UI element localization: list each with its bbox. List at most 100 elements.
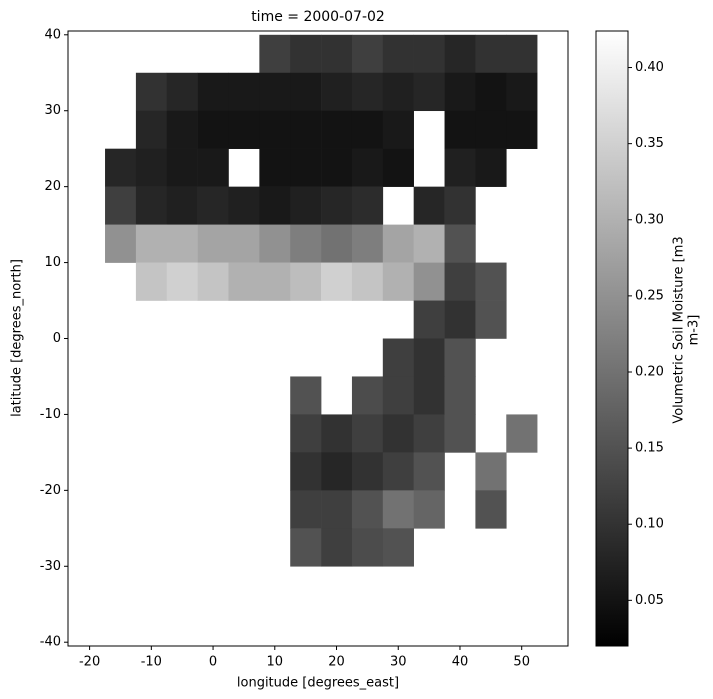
cell — [382, 452, 414, 491]
cell — [444, 376, 476, 415]
cell — [444, 262, 476, 301]
cell — [413, 452, 445, 491]
cell — [351, 414, 384, 453]
cell — [351, 528, 384, 567]
cell — [321, 34, 353, 74]
cell — [135, 148, 168, 187]
x-tick-label: -10 — [141, 655, 162, 670]
cell — [290, 224, 322, 263]
cell — [259, 72, 291, 112]
colorbar-label: Volumetric Soil Moisture [m3 — [672, 236, 687, 423]
cell — [321, 490, 353, 529]
cell — [413, 224, 445, 263]
cell — [135, 72, 168, 112]
cell — [259, 110, 291, 149]
cell — [321, 110, 353, 149]
cell — [197, 148, 229, 187]
cell — [351, 148, 384, 187]
y-tick-label: 0 — [53, 331, 61, 346]
cell — [105, 148, 137, 187]
cell — [321, 148, 353, 187]
cell — [413, 414, 445, 453]
cell — [290, 148, 322, 187]
cell — [444, 300, 476, 339]
cell — [197, 224, 229, 263]
cell — [321, 262, 353, 301]
cell — [475, 72, 507, 112]
cell — [259, 262, 291, 301]
cell — [413, 376, 445, 415]
cell — [351, 110, 384, 149]
x-tick-label: 20 — [328, 655, 345, 670]
cell — [321, 452, 353, 491]
cell — [290, 528, 322, 567]
cell — [444, 224, 476, 263]
y-tick-label: -40 — [40, 635, 61, 650]
cell — [321, 224, 353, 263]
cell — [475, 490, 507, 529]
cell — [321, 414, 353, 453]
y-tick-label: 10 — [44, 255, 61, 270]
colorbar-tick-label: 0.05 — [635, 593, 664, 608]
cell — [444, 148, 476, 187]
x-tick-label: 30 — [390, 655, 407, 670]
cell — [228, 224, 260, 263]
cell — [413, 262, 445, 301]
cell — [351, 224, 384, 263]
y-tick-label: -20 — [40, 483, 61, 498]
cell — [413, 490, 445, 529]
y-tick-label: -10 — [40, 407, 61, 422]
cell — [321, 186, 353, 225]
cell — [259, 224, 291, 263]
cell — [351, 376, 384, 415]
cell — [290, 110, 322, 149]
cell — [351, 262, 384, 301]
cell — [382, 414, 414, 453]
cell — [197, 72, 229, 112]
cell — [444, 414, 476, 453]
cell — [444, 338, 476, 377]
cell — [290, 490, 322, 529]
cell — [413, 72, 445, 112]
y-tick-label: 20 — [44, 179, 61, 194]
cell — [105, 224, 137, 263]
cell — [506, 34, 538, 74]
y-tick-label: 30 — [44, 103, 61, 118]
cell — [444, 186, 476, 225]
colorbar-tick-label: 0.20 — [635, 364, 664, 379]
cell — [290, 34, 322, 74]
x-tick-label: 40 — [452, 655, 469, 670]
cell — [259, 34, 291, 74]
cell — [197, 110, 229, 149]
cell — [444, 34, 476, 74]
cell — [475, 300, 507, 339]
x-tick-label: -20 — [79, 655, 100, 670]
cell — [413, 34, 445, 74]
cell — [413, 186, 445, 225]
colorbar-label: m-3] — [687, 315, 702, 346]
x-tick-label: 50 — [513, 655, 530, 670]
cell — [135, 186, 168, 225]
cell — [321, 528, 353, 567]
x-axis-label: longitude [degrees_east] — [237, 676, 399, 691]
cell — [290, 262, 322, 301]
cell — [351, 72, 384, 112]
cell — [290, 452, 322, 491]
colorbar-tick-label: 0.25 — [635, 288, 664, 303]
cell — [475, 110, 507, 149]
cell — [506, 414, 538, 453]
cell — [228, 186, 260, 225]
cell — [105, 186, 137, 225]
x-tick-label: 10 — [267, 655, 284, 670]
x-tick-label: 0 — [209, 655, 217, 670]
cell — [228, 110, 260, 149]
cell — [135, 224, 168, 263]
cell — [351, 34, 384, 74]
cell — [475, 34, 507, 74]
y-tick-label: 40 — [44, 27, 61, 42]
cell — [259, 186, 291, 225]
colorbar-tick-label: 0.15 — [635, 441, 664, 456]
cell — [290, 72, 322, 112]
cell — [197, 186, 229, 225]
